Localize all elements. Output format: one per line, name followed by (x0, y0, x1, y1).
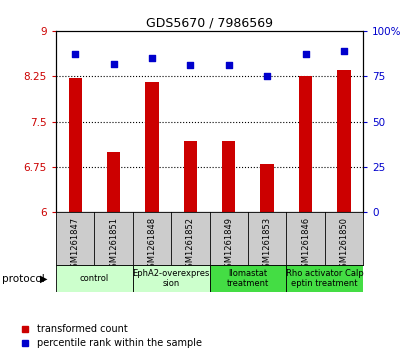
Bar (299, 76, 312, 212)
Bar (222, 141, 235, 212)
Point (302, 52, 309, 57)
Point (225, 62, 232, 68)
Legend: transformed count, percentile rank within the sample: transformed count, percentile rank withi… (22, 324, 202, 348)
Point (264, 73, 271, 79)
Bar (107, 152, 120, 212)
Text: GSM1261851: GSM1261851 (109, 217, 118, 273)
Point (341, 48, 347, 54)
Point (110, 61, 117, 66)
Text: control: control (80, 274, 109, 283)
Text: GSM1261847: GSM1261847 (71, 217, 80, 273)
Text: GSM1261846: GSM1261846 (301, 217, 310, 273)
Bar (337, 70, 351, 212)
Text: GSM1261850: GSM1261850 (339, 217, 349, 273)
Bar (184, 141, 197, 212)
Text: EphA2-overexpres
sion: EphA2-overexpres sion (132, 269, 210, 288)
Bar (56, 265, 133, 292)
Text: llomastat
treatment: llomastat treatment (227, 269, 269, 288)
Point (187, 62, 194, 68)
Point (72, 52, 78, 57)
Text: GSM1261852: GSM1261852 (186, 217, 195, 273)
Text: GSM1261848: GSM1261848 (147, 217, 156, 273)
Bar (133, 265, 210, 292)
Text: GSM1261849: GSM1261849 (224, 217, 233, 273)
Bar (145, 82, 159, 212)
Bar (286, 265, 363, 292)
Bar (210, 265, 286, 292)
Text: ▶: ▶ (40, 274, 47, 284)
Point (149, 55, 155, 61)
Bar (68, 78, 82, 212)
Text: GSM1261853: GSM1261853 (263, 217, 272, 273)
Text: protocol: protocol (2, 274, 45, 284)
Bar (261, 164, 274, 212)
Title: GDS5670 / 7986569: GDS5670 / 7986569 (146, 17, 273, 30)
Text: Rho activator Calp
eptin treatment: Rho activator Calp eptin treatment (286, 269, 364, 288)
